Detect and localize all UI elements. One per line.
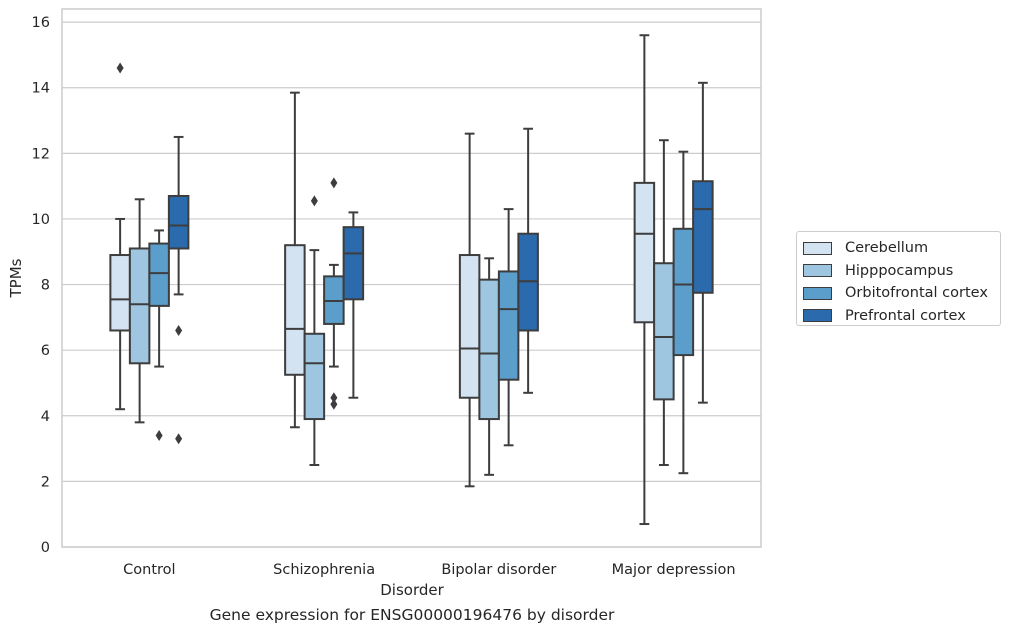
plot-border	[61, 8, 762, 548]
y-tick-label: 6	[41, 343, 50, 359]
legend-swatch-prefrontal-cortex	[803, 309, 832, 323]
box-iqr	[497, 270, 520, 381]
box-groups	[109, 34, 714, 526]
y-tick-label: 0	[41, 540, 50, 556]
legend-label: Hipppocampus	[845, 262, 954, 279]
box-prefrontal-cortex-3	[692, 81, 714, 404]
box-iqr	[672, 227, 695, 357]
box-hipppocampus-1	[303, 195, 326, 466]
box-prefrontal-cortex-1	[342, 211, 365, 399]
outlier-point	[330, 392, 338, 404]
box-prefrontal-cortex-0	[167, 135, 190, 445]
box-iqr	[109, 254, 131, 332]
x-tick-label: Control	[123, 562, 175, 578]
legend-item-cerebellum: Cerebellum	[803, 237, 1000, 260]
legend-label: Orbitofrontal cortex	[845, 285, 988, 302]
legend-label: Prefrontal cortex	[845, 307, 966, 324]
box-iqr	[458, 254, 481, 399]
outlier-point	[175, 433, 183, 445]
outlier-point	[175, 324, 183, 336]
x-tick-label: Bipolar disorder	[441, 562, 556, 578]
y-tick-label: 10	[32, 212, 50, 228]
outlier-point	[330, 177, 338, 189]
box-cerebellum-1	[284, 91, 306, 429]
box-iqr	[478, 278, 500, 421]
plot-frame	[61, 8, 762, 548]
box-iqr	[692, 180, 714, 294]
x-axis-ticks: Control Schizophrenia Bipolar disorder Majo…	[123, 562, 735, 578]
y-tick-label: 2	[41, 474, 50, 490]
box-iqr	[284, 244, 306, 376]
legend-swatch-orbitofrontal-cortex	[803, 286, 832, 300]
box-cerebellum-0	[109, 62, 131, 411]
box-orbitofrontal-cortex-1	[323, 177, 345, 410]
y-tick-label: 4	[41, 409, 50, 425]
box-iqr	[128, 247, 151, 365]
outlier-point	[310, 195, 318, 207]
y-tick-label: 12	[32, 146, 50, 162]
legend: Cerebellum Hipppocampus Orbitofrontal co…	[796, 231, 1001, 326]
box-hipppocampus-0	[128, 198, 151, 424]
y-axis-label: TPMs	[7, 258, 25, 298]
legend-item-orbitofrontal-cortex: Orbitofrontal cortex	[803, 282, 1000, 305]
y-axis-ticks: 0 2 4 6 8 10 12 14 16	[32, 15, 50, 556]
box-iqr	[633, 181, 656, 324]
legend-item-hippocampus: Hipppocampus	[803, 260, 1000, 283]
box-orbitofrontal-cortex-2	[497, 208, 520, 447]
outlier-point	[330, 398, 338, 410]
legend-swatch-cerebellum	[803, 241, 832, 255]
x-tick-label: Schizophrenia	[273, 562, 375, 578]
box-iqr	[148, 242, 170, 307]
x-tick-label: Major depression	[612, 562, 736, 578]
box-prefrontal-cortex-2	[517, 127, 539, 394]
box-iqr	[653, 262, 675, 401]
box-orbitofrontal-cortex-0	[148, 229, 170, 441]
outlier-point	[116, 62, 124, 74]
outlier-point	[155, 429, 163, 441]
box-iqr	[167, 194, 190, 250]
y-tick-label: 16	[32, 15, 50, 31]
box-iqr	[303, 332, 326, 421]
box-cerebellum-3	[633, 34, 656, 526]
legend-label: Cerebellum	[845, 240, 929, 257]
legend-item-prefrontal-cortex: Prefrontal cortex	[803, 305, 1000, 328]
box-cerebellum-2	[458, 132, 481, 488]
box-orbitofrontal-cortex-3	[672, 150, 695, 475]
x-axis-label: Disorder	[380, 581, 444, 599]
box-hipppocampus-2	[478, 257, 500, 476]
y-tick-label: 14	[32, 81, 50, 97]
legend-swatch-hippocampus	[803, 264, 832, 278]
y-tick-label: 8	[41, 278, 50, 294]
box-iqr	[342, 226, 365, 301]
chart-caption: Gene expression for ENSG00000196476 by d…	[209, 606, 615, 624]
